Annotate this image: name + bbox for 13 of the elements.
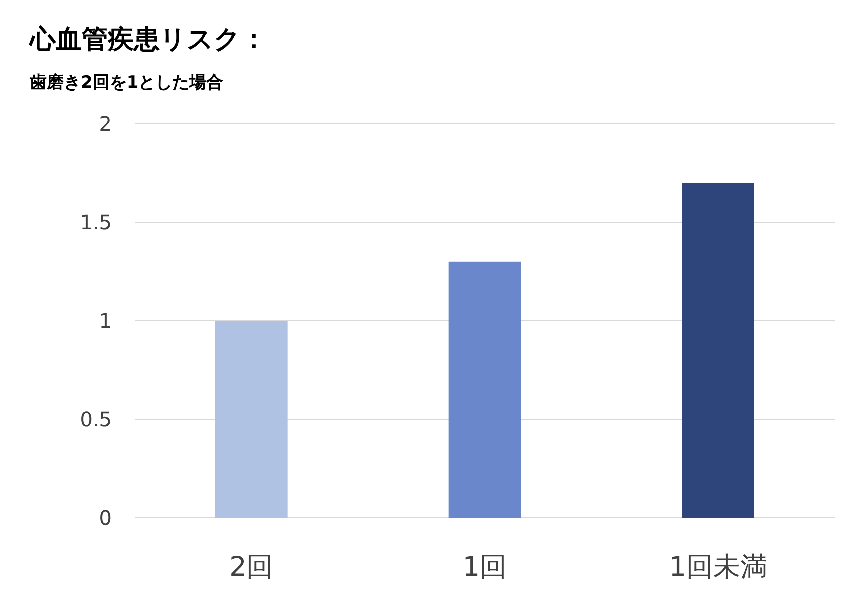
chart-title: 心血管疾患リスク： xyxy=(28,25,267,55)
bar xyxy=(448,262,522,518)
bar xyxy=(216,321,288,518)
x-tick-label: 2回 xyxy=(230,552,274,583)
y-tick-label: 1 xyxy=(99,309,112,333)
y-tick-label: 0 xyxy=(99,506,112,530)
y-tick-label: 1.5 xyxy=(80,210,112,234)
x-tick-label: 1回 xyxy=(462,552,508,583)
y-tick-label: 2 xyxy=(99,112,112,136)
y-tick-label: 0.5 xyxy=(80,408,112,432)
bar xyxy=(682,183,754,518)
chart-subtitle: 歯磨き2回を1とした場合 xyxy=(29,73,224,93)
x-tick-label: 1回未満 xyxy=(669,552,768,583)
